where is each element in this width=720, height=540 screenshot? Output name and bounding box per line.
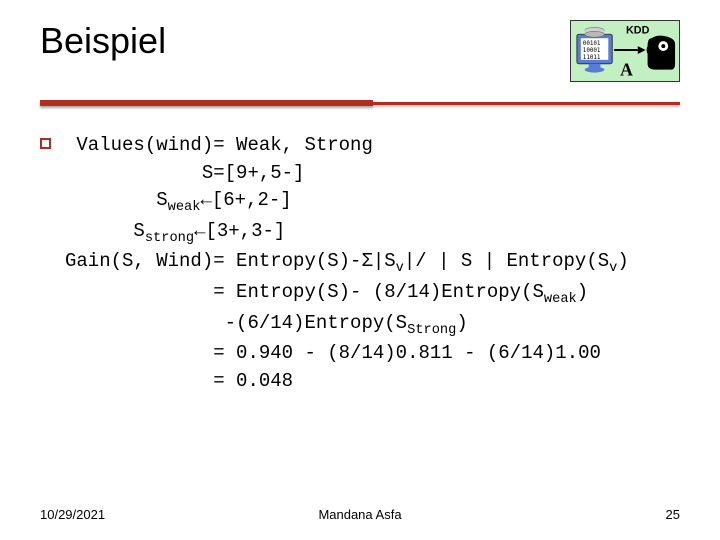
math-lines: Values(wind)= Weak, Strong S=[9+,5-] Swe… xyxy=(65,132,629,395)
line6-sub: weak xyxy=(544,292,577,307)
line8-left: = xyxy=(65,342,225,364)
svg-text:00101: 00101 xyxy=(583,41,601,47)
svg-text:KDD: KDD xyxy=(626,24,650,36)
content-area: Values(wind)= Weak, Strong S=[9+,5-] Swe… xyxy=(40,132,680,395)
line2-left: S= xyxy=(65,162,225,184)
line2-right: [9+,5-] xyxy=(225,162,305,184)
line4-right: [3+,3-] xyxy=(205,220,285,242)
line1-right: Weak, Strong xyxy=(225,134,373,156)
line3-left: Sweak← xyxy=(65,189,212,211)
slide: Beispiel 00101 10001 11011 KDD xyxy=(0,0,720,540)
svg-text:10001: 10001 xyxy=(583,48,601,54)
line5-sub1: v xyxy=(396,261,404,276)
bullet-row: Values(wind)= Weak, Strong S=[9+,5-] Swe… xyxy=(40,132,680,395)
line8-right: 0.940 - (8/14)0.811 - (6/14)1.00 xyxy=(225,342,601,364)
line9-left: = xyxy=(65,370,225,392)
line7-right-a: -(6/14)Entropy(S xyxy=(225,312,407,334)
line5-right-b: |/ | S | Entropy(S xyxy=(404,250,609,272)
line5-right-a: Entropy(S)-Σ|S xyxy=(225,250,396,272)
line6-right-a: Entropy(S)- (8/14)Entropy(S xyxy=(225,281,544,303)
line3-right: [6+,2-] xyxy=(212,189,292,211)
svg-text:11011: 11011 xyxy=(583,55,601,61)
line5-right-c: ) xyxy=(617,250,628,272)
line7-left xyxy=(65,312,225,334)
line6-left: = xyxy=(65,281,225,303)
line5-left: Gain(S, Wind)= xyxy=(65,250,225,272)
title-underline xyxy=(40,100,680,106)
footer-page: 25 xyxy=(666,507,680,522)
line1-left: Values(wind)= xyxy=(65,134,225,156)
title-row: Beispiel 00101 10001 11011 KDD xyxy=(40,20,680,82)
line6-right-b: ) xyxy=(577,281,588,303)
line7-right-b: ) xyxy=(456,312,467,334)
footer-date: 10/29/2021 xyxy=(40,507,105,522)
line4-left: Sstrong← xyxy=(65,220,205,242)
line7-sub: Strong xyxy=(407,322,456,337)
slide-title: Beispiel xyxy=(40,20,166,62)
svg-text:A: A xyxy=(620,60,633,80)
footer-author: Mandana Asfa xyxy=(318,507,401,522)
bullet-icon xyxy=(40,138,51,149)
footer: 10/29/2021 Mandana Asfa 25 xyxy=(40,507,680,522)
line9-right: 0.048 xyxy=(225,370,293,392)
kdd-logo: 00101 10001 11011 KDD A xyxy=(570,20,680,82)
